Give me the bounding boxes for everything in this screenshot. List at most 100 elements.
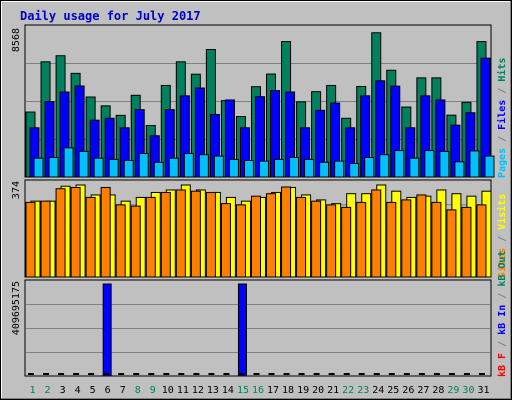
bar-pages xyxy=(183,153,194,178)
bar-sites xyxy=(160,191,171,278)
bar-sites xyxy=(341,206,352,278)
bar-kb-in xyxy=(102,283,112,377)
day-label: 25 xyxy=(387,385,399,396)
bar-pages xyxy=(153,161,164,178)
bar-pages xyxy=(243,159,254,178)
bar-kb-out xyxy=(418,373,425,375)
bar-sites xyxy=(401,199,412,278)
bar-pages xyxy=(198,154,209,178)
bar-sites xyxy=(85,196,96,278)
bar-pages xyxy=(409,157,420,178)
day-label: 12 xyxy=(192,385,204,396)
bar-kb-out xyxy=(313,373,320,375)
bar-kb-in xyxy=(237,283,247,377)
bar-kb-out xyxy=(58,373,65,375)
bar-kb-out xyxy=(178,373,185,375)
bar-sites xyxy=(205,191,216,278)
bar-kb-out xyxy=(433,373,440,375)
bar-kb-out xyxy=(103,373,110,375)
bar-sites xyxy=(220,203,231,278)
legend-separator: / xyxy=(497,82,508,100)
bar-kb-out xyxy=(343,373,350,375)
day-label: 22 xyxy=(342,385,354,396)
bar-sites xyxy=(311,200,322,278)
day-label: 28 xyxy=(432,385,444,396)
bar-kb-out xyxy=(283,373,290,375)
day-label: 15 xyxy=(237,385,249,396)
legend-sites: Sites xyxy=(496,248,508,278)
bar-sites xyxy=(55,188,66,278)
legend-separator: / xyxy=(497,335,508,353)
bar-pages xyxy=(289,156,300,178)
bar-kb-out xyxy=(163,373,170,375)
bar-sites xyxy=(115,204,126,278)
bar-kb-out xyxy=(388,373,395,375)
bar-pages xyxy=(123,159,134,178)
day-label: 5 xyxy=(90,385,96,396)
legend-visits: Visits xyxy=(496,194,508,230)
bar-sites xyxy=(356,201,367,278)
bar-sites xyxy=(386,201,397,278)
bar-kb-out xyxy=(463,373,470,375)
bar-sites xyxy=(461,206,472,278)
bar-sites xyxy=(266,193,277,278)
bar-pages xyxy=(258,160,269,178)
bar-kb-out xyxy=(268,373,275,375)
requests-y-max-label: 8568 xyxy=(11,28,22,52)
bar-kb-out xyxy=(403,373,410,375)
bar-kb-out xyxy=(253,373,260,375)
bar-pages xyxy=(33,157,44,178)
bar-sites xyxy=(371,189,382,278)
traffic-y-max-label: 409695175 xyxy=(11,281,22,335)
bar-pages xyxy=(48,156,59,178)
bar-sites xyxy=(235,204,246,278)
bar-sites xyxy=(326,204,337,278)
day-label: 30 xyxy=(462,385,474,396)
legend-pages: Pages xyxy=(497,148,508,178)
bar-sites xyxy=(70,186,81,278)
day-label: 9 xyxy=(150,385,156,396)
bar-kb-out xyxy=(118,373,125,375)
day-label: 6 xyxy=(105,385,111,396)
day-label: 21 xyxy=(327,385,339,396)
bar-pages xyxy=(364,156,375,178)
chart-title: Daily usage for July 2017 xyxy=(20,9,201,23)
bar-pages xyxy=(274,158,285,178)
bar-sites xyxy=(100,186,111,278)
bar-pages xyxy=(379,154,390,178)
day-label: 27 xyxy=(417,385,429,396)
bar-pages xyxy=(168,157,179,178)
bar-sites xyxy=(476,204,487,278)
bar-kb-out xyxy=(238,373,245,375)
legend-kb-in: kB In xyxy=(497,305,508,335)
bar-pages xyxy=(394,150,405,178)
bar-pages xyxy=(424,150,435,178)
bar-kb-out xyxy=(373,373,380,375)
bar-kb-out xyxy=(223,373,230,375)
bar-kb-out xyxy=(133,373,140,375)
day-label: 26 xyxy=(402,385,414,396)
day-label: 29 xyxy=(447,385,459,396)
traffic-panel xyxy=(24,279,492,377)
bar-sites xyxy=(416,194,427,278)
visitors-legend: Sites / Visits xyxy=(496,194,508,278)
day-label: 18 xyxy=(282,385,294,396)
legend-separator: / xyxy=(497,130,508,148)
bar-kb-out xyxy=(148,373,155,375)
traffic-legend: kB F / kB In / kB Out xyxy=(497,251,508,377)
bar-pages xyxy=(228,158,239,178)
legend-kb-f: kB F xyxy=(497,353,508,377)
day-label: 2 xyxy=(45,385,51,396)
bar-kb-out xyxy=(448,373,455,375)
bar-sites xyxy=(446,209,457,278)
day-label: 19 xyxy=(297,385,309,396)
bar-kb-out xyxy=(298,373,305,375)
bar-pages xyxy=(108,158,119,178)
bar-pages xyxy=(138,153,149,178)
bar-pages xyxy=(334,160,345,178)
legend-separator: / xyxy=(497,230,508,248)
bar-pages xyxy=(63,147,74,178)
bar-sites xyxy=(130,205,141,278)
day-label: 20 xyxy=(312,385,324,396)
